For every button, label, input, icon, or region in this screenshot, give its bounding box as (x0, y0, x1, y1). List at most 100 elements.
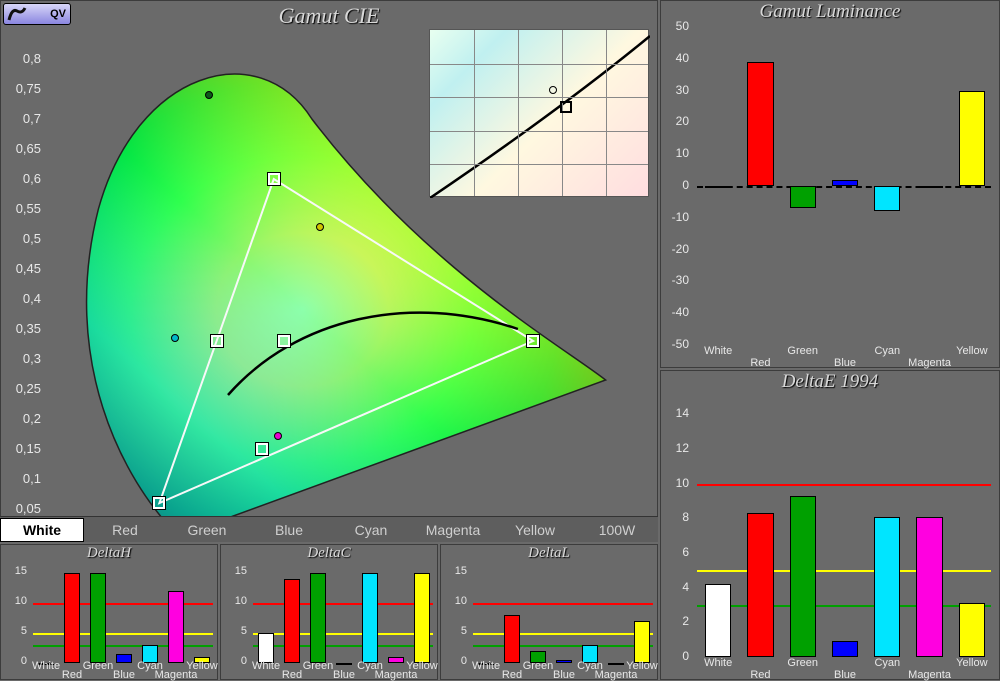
xlabel-cyan: Cyan (874, 345, 900, 357)
bar-green (790, 186, 816, 208)
cie-ytick: 0,65 (1, 141, 41, 156)
bar-yellow (959, 603, 985, 657)
cie-ytick: 0,35 (1, 321, 41, 336)
tab-green[interactable]: Green (166, 519, 248, 541)
tab-blue[interactable]: Blue (248, 519, 330, 541)
cie-inset (429, 29, 649, 197)
xlabel-red: Red (62, 669, 82, 681)
xlabel-red: Red (750, 669, 770, 681)
ytick: 10 (661, 146, 689, 160)
bar-blue (556, 660, 572, 663)
cie-ytick: 0,4 (1, 291, 41, 306)
deltaC-plot (253, 567, 433, 661)
bar-white (705, 584, 731, 657)
xlabel-yellow: Yellow (956, 345, 987, 357)
xlabel-cyan: Cyan (874, 657, 900, 669)
ytick: 15 (441, 565, 467, 577)
cie-ytick: 0,7 (1, 111, 41, 126)
ref-line (473, 633, 653, 635)
bar-white (705, 186, 731, 188)
tab-red[interactable]: Red (84, 519, 166, 541)
green-dot (205, 91, 213, 99)
tab-yellow[interactable]: Yellow (494, 519, 576, 541)
gamut-lum-plot (697, 27, 991, 345)
cie-ytick: 0,8 (1, 51, 41, 66)
deltaH-panel: DeltaH051015WhiteGreenCyanYellowRedBlueM… (0, 544, 218, 680)
yellow-dot (316, 223, 324, 231)
cie-ytick: 0,2 (1, 411, 41, 426)
cie-ytick: 0,5 (1, 231, 41, 246)
ref-line (33, 633, 213, 635)
deltaL-panel: DeltaL051015WhiteGreenCyanYellowRedBlueM… (440, 544, 658, 680)
xlabel-green: Green (523, 660, 554, 672)
magenta-dot (274, 432, 282, 440)
deltaL-title: DeltaL (441, 545, 657, 562)
ytick: 5 (441, 625, 467, 637)
ref-line (697, 570, 991, 572)
bar-blue (116, 654, 132, 663)
cie-ytick: 0,1 (1, 471, 41, 486)
bar-green (790, 496, 816, 657)
green-square (268, 173, 280, 185)
ytick: 40 (661, 51, 689, 65)
ytick: 10 (661, 476, 689, 490)
ytick: 15 (1, 565, 27, 577)
gamut-luminance-panel: Gamut Luminance-50-40-30-20-100102030405… (660, 0, 1000, 368)
xlabel-white: White (704, 345, 732, 357)
xlabel-green: Green (303, 660, 334, 672)
magenta-square (256, 443, 268, 455)
ref-line (33, 645, 213, 647)
xlabel-white: White (252, 660, 280, 672)
bar-magenta (608, 663, 624, 665)
ref-line (473, 603, 653, 605)
xlabel-white: White (32, 660, 60, 672)
ytick: 10 (441, 595, 467, 607)
xlabel-magenta: Magenta (908, 669, 951, 681)
cyan-dot (171, 334, 179, 342)
ytick: 14 (661, 406, 689, 420)
cyan-square (211, 335, 223, 347)
tab-cyan[interactable]: Cyan (330, 519, 412, 541)
tab-magenta[interactable]: Magenta (412, 519, 494, 541)
xlabel-green: Green (787, 657, 818, 669)
tab-100w[interactable]: 100W (576, 519, 658, 541)
ref-line (697, 484, 991, 486)
deltaE-plot (697, 397, 991, 657)
ytick: 0 (661, 649, 689, 663)
qv-logo-text: QV (50, 8, 66, 20)
xlabel-green: Green (787, 345, 818, 357)
bar-magenta (168, 591, 184, 663)
deltaL-plot (473, 567, 653, 661)
bar-green (90, 573, 106, 663)
tab-white[interactable]: White (0, 518, 84, 542)
gamut-cie-panel: QV Gamut CIE 0,80,750,70,650,60,550,50,4… (0, 0, 658, 542)
bar-blue (832, 180, 858, 186)
ytick: 12 (661, 441, 689, 455)
deltaH-title: DeltaH (1, 545, 217, 562)
bar-blue (832, 641, 858, 657)
bar-blue (336, 663, 352, 665)
gamut-cie-title: Gamut CIE (1, 1, 657, 31)
xlabel-red: Red (282, 669, 302, 681)
xlabel-red: Red (502, 669, 522, 681)
xlabel-magenta: Magenta (155, 669, 198, 681)
ytick: -50 (661, 337, 689, 351)
deltaH-plot (33, 567, 213, 661)
cie-ytick: 0,45 (1, 261, 41, 276)
ytick: 20 (661, 114, 689, 128)
ytick: 4 (661, 580, 689, 594)
ytick: -40 (661, 305, 689, 319)
blue-square (153, 497, 165, 509)
inset-dot (549, 86, 557, 94)
ytick: 0 (661, 178, 689, 192)
xlabel-blue: Blue (834, 357, 856, 369)
cie-ytick: 0,6 (1, 171, 41, 186)
ytick: 30 (661, 83, 689, 97)
ytick: 50 (661, 19, 689, 33)
bar-white (258, 633, 274, 663)
ytick: -30 (661, 273, 689, 287)
xlabel-white: White (472, 660, 500, 672)
bar-yellow (634, 621, 650, 663)
ytick: 15 (221, 565, 247, 577)
xlabel-green: Green (83, 660, 114, 672)
